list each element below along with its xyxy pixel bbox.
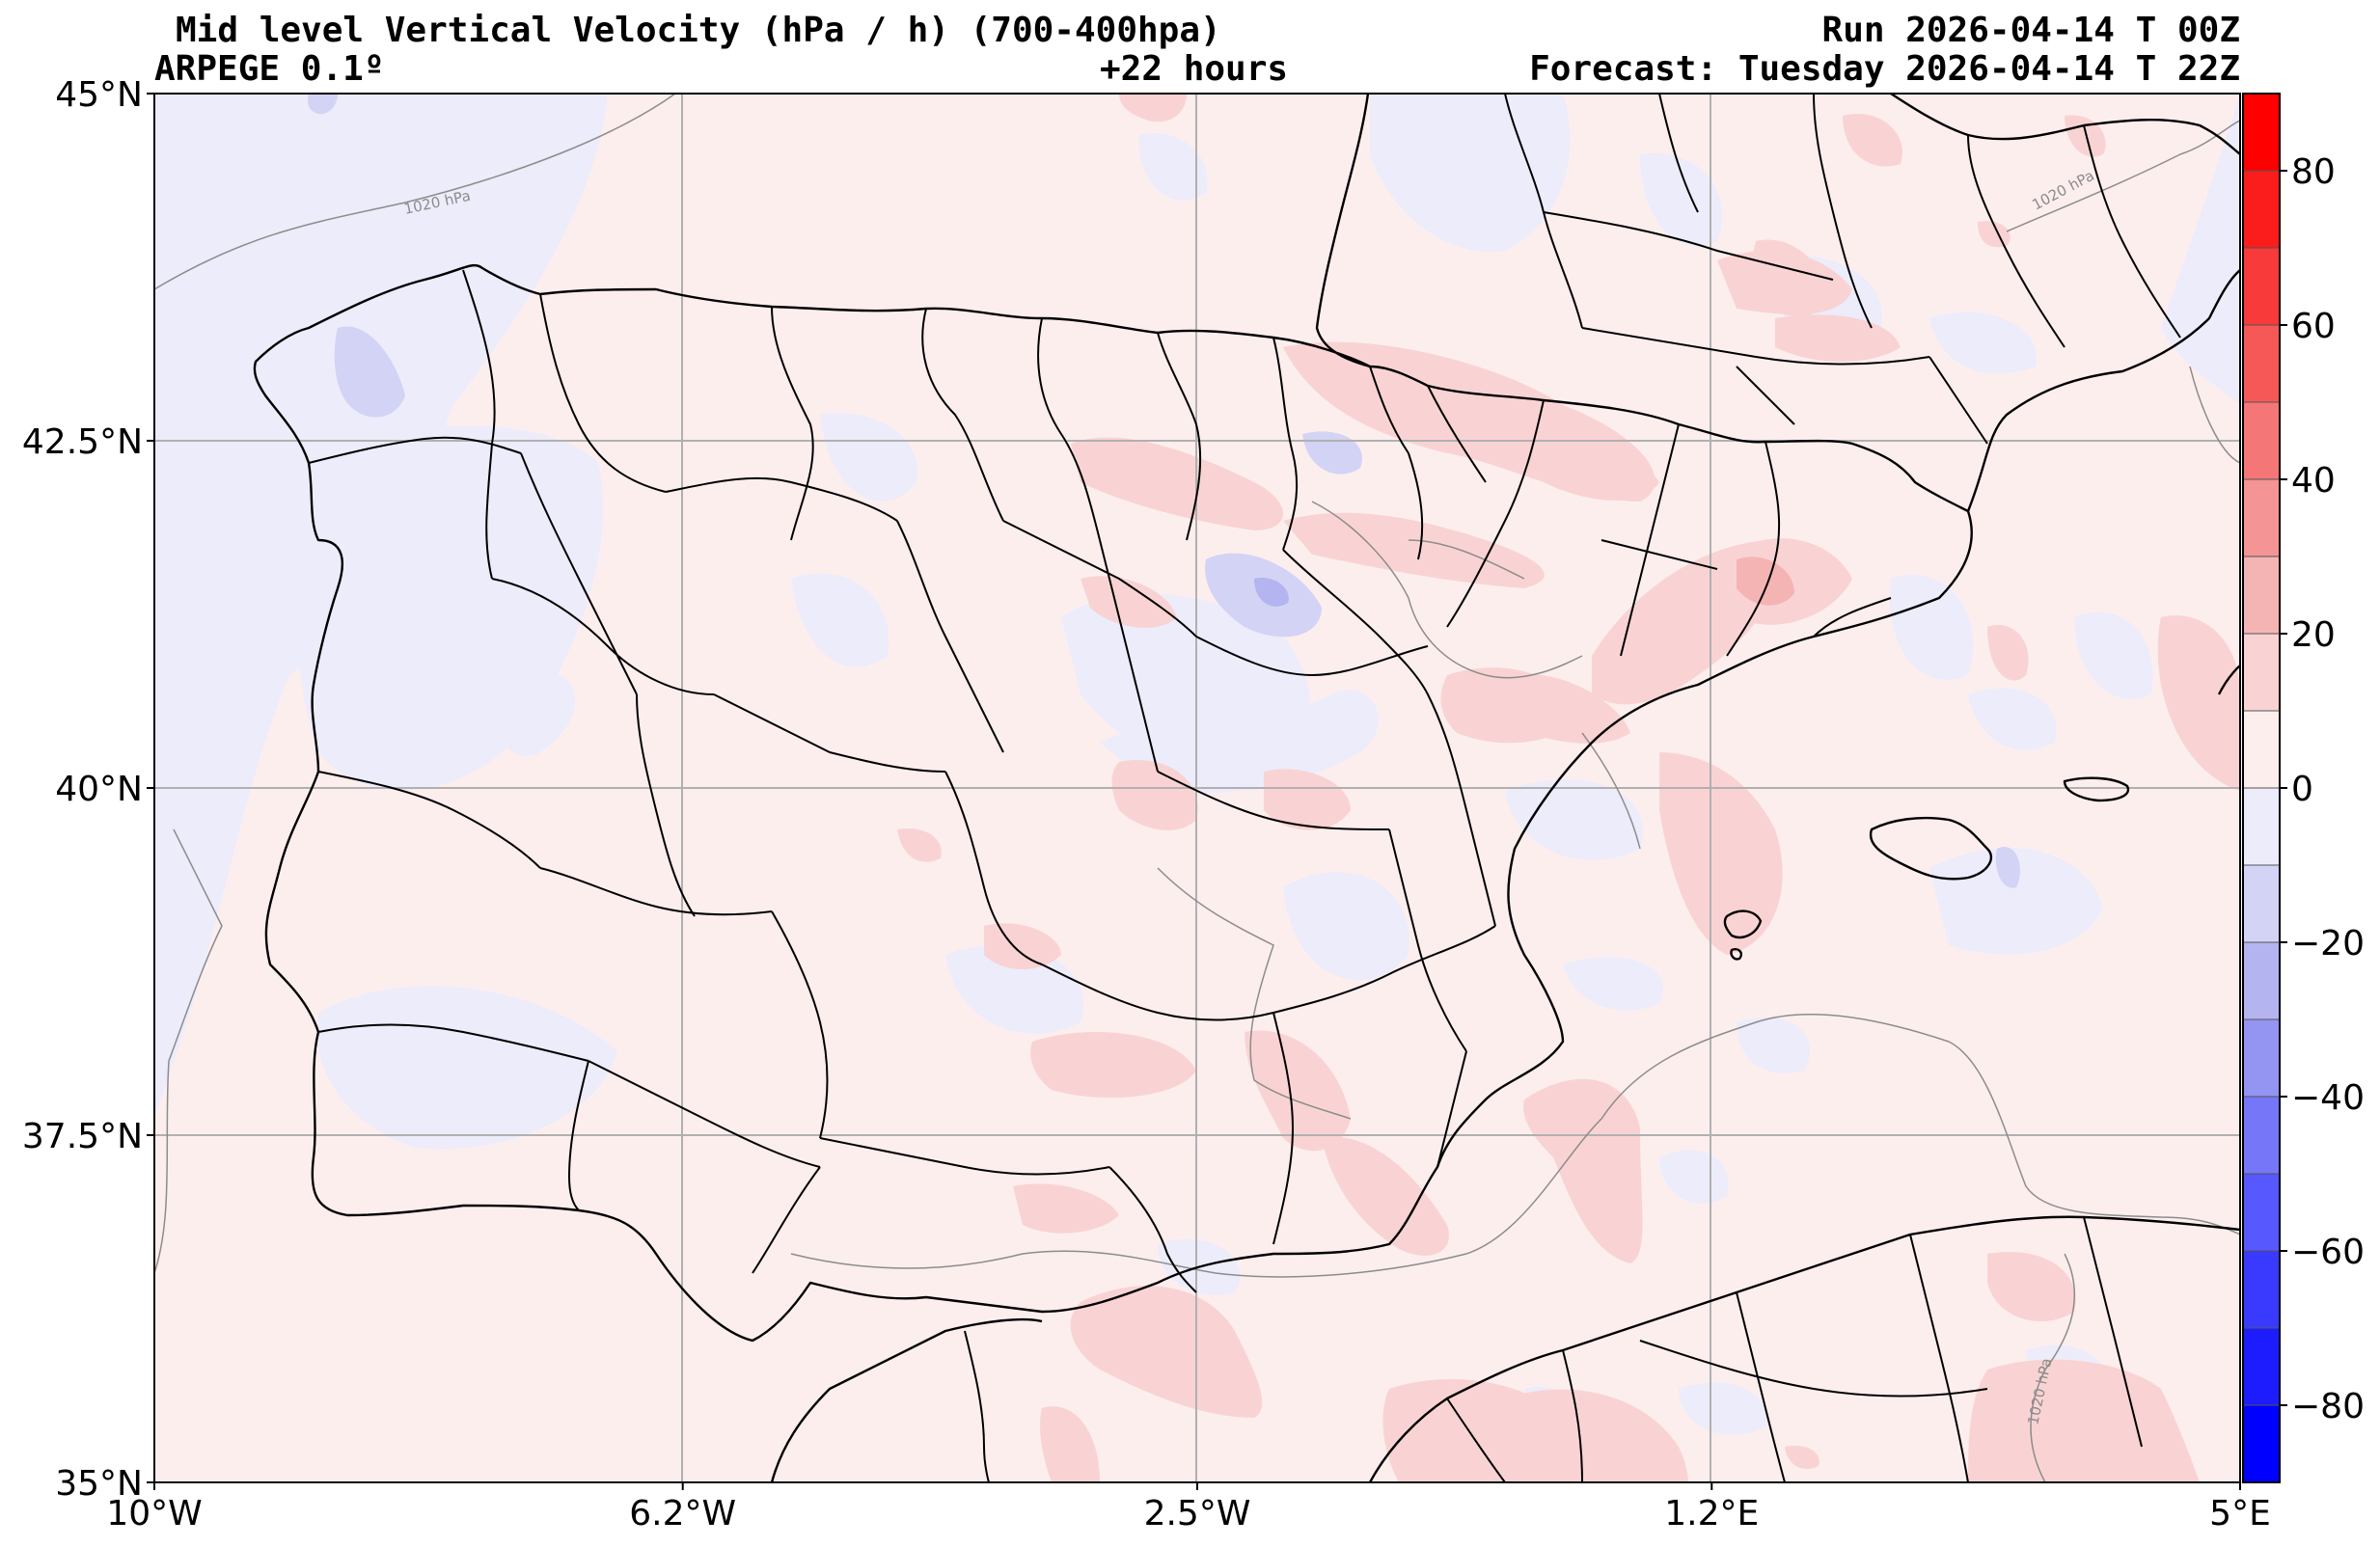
lat-tick-label: 37.5°N: [22, 1117, 143, 1156]
colorbar-segment: [2243, 711, 2280, 788]
colorbar-segment: [2243, 788, 2280, 865]
mallorca: [1869, 816, 1993, 881]
colorbar-segment: [2243, 634, 2280, 711]
colorbar-tick-label: 60: [2291, 307, 2336, 346]
forecast-valid: Forecast: Tuesday 2026-04-14 T 22Z: [1529, 49, 2240, 89]
chart-title: Mid level Vertical Velocity (hPa / h) (7…: [176, 11, 1221, 50]
colorbar-segment: [2243, 1405, 2280, 1482]
colorbar: 80 60 40 20 0 −20 −40 −60 −80: [2242, 93, 2365, 1483]
run-time: Run 2026-04-14 T 00Z: [1821, 11, 2240, 50]
forecast-lead: +22 hours: [1100, 49, 1289, 89]
lon-tick-label: 5°E: [2209, 1494, 2271, 1533]
france-coastline: [1315, 94, 1371, 368]
colorbar-segment: [2243, 1019, 2280, 1097]
lat-tick-label: 35°N: [55, 1464, 143, 1504]
colorbar-segment: [2243, 248, 2280, 325]
colorbar-segment: [2243, 1251, 2280, 1328]
coastlines-and-borders: [253, 94, 2240, 1482]
colorbar-tick-label: −20: [2291, 924, 2365, 963]
colorbar-tick-label: 0: [2291, 770, 2313, 809]
colorbar-segment: [2243, 94, 2280, 171]
lon-tick-label: 1.2°E: [1664, 1494, 1759, 1533]
lon-tick-label: 6.2°W: [629, 1494, 736, 1533]
colorbar-segment: [2243, 1328, 2280, 1405]
colorbar-tick-label: −40: [2291, 1078, 2365, 1118]
colorbar-tick-label: 20: [2291, 615, 2336, 655]
colorbar-segment: [2243, 402, 2280, 479]
colorbar-segment: [2243, 325, 2280, 402]
model-name: ARPEGE 0.1º: [154, 49, 385, 89]
colorbar-segment: [2243, 556, 2280, 634]
colorbar-segment: [2243, 171, 2280, 248]
longitude-tick-labels: 10°W 6.2°W 2.5°W 1.2°E 5°E: [106, 1482, 2271, 1533]
menorca: [2063, 776, 2130, 802]
lat-tick-label: 40°N: [55, 770, 143, 809]
iberia-coastline: [253, 263, 1973, 1343]
grid-lines: [154, 94, 2240, 1482]
lat-tick-label: 42.5°N: [22, 422, 143, 462]
colorbar-segment: [2243, 865, 2280, 942]
colorbar-tick-label: −80: [2291, 1387, 2365, 1426]
colorbar-tick-label: 40: [2291, 461, 2336, 501]
colorbar-segment: [2243, 1097, 2280, 1174]
colorbar-tick-label: −60: [2291, 1233, 2365, 1272]
colorbar-tick-label: 80: [2291, 152, 2336, 192]
lon-tick-label: 10°W: [106, 1494, 202, 1533]
colorbar-segment: [2243, 1174, 2280, 1251]
colorbar-segment: [2243, 942, 2280, 1019]
ibiza: [1723, 909, 1763, 939]
colorbar-segment: [2243, 479, 2280, 556]
map-panel: 1020 hPa 1020 hPa 1020 hPa: [154, 94, 2240, 1482]
isobars: [154, 94, 2240, 1482]
lon-tick-label: 2.5°W: [1144, 1494, 1251, 1533]
latitude-tick-labels: 45°N 42.5°N 40°N 37.5°N 35°N: [22, 75, 154, 1504]
lat-tick-label: 45°N: [55, 75, 143, 115]
